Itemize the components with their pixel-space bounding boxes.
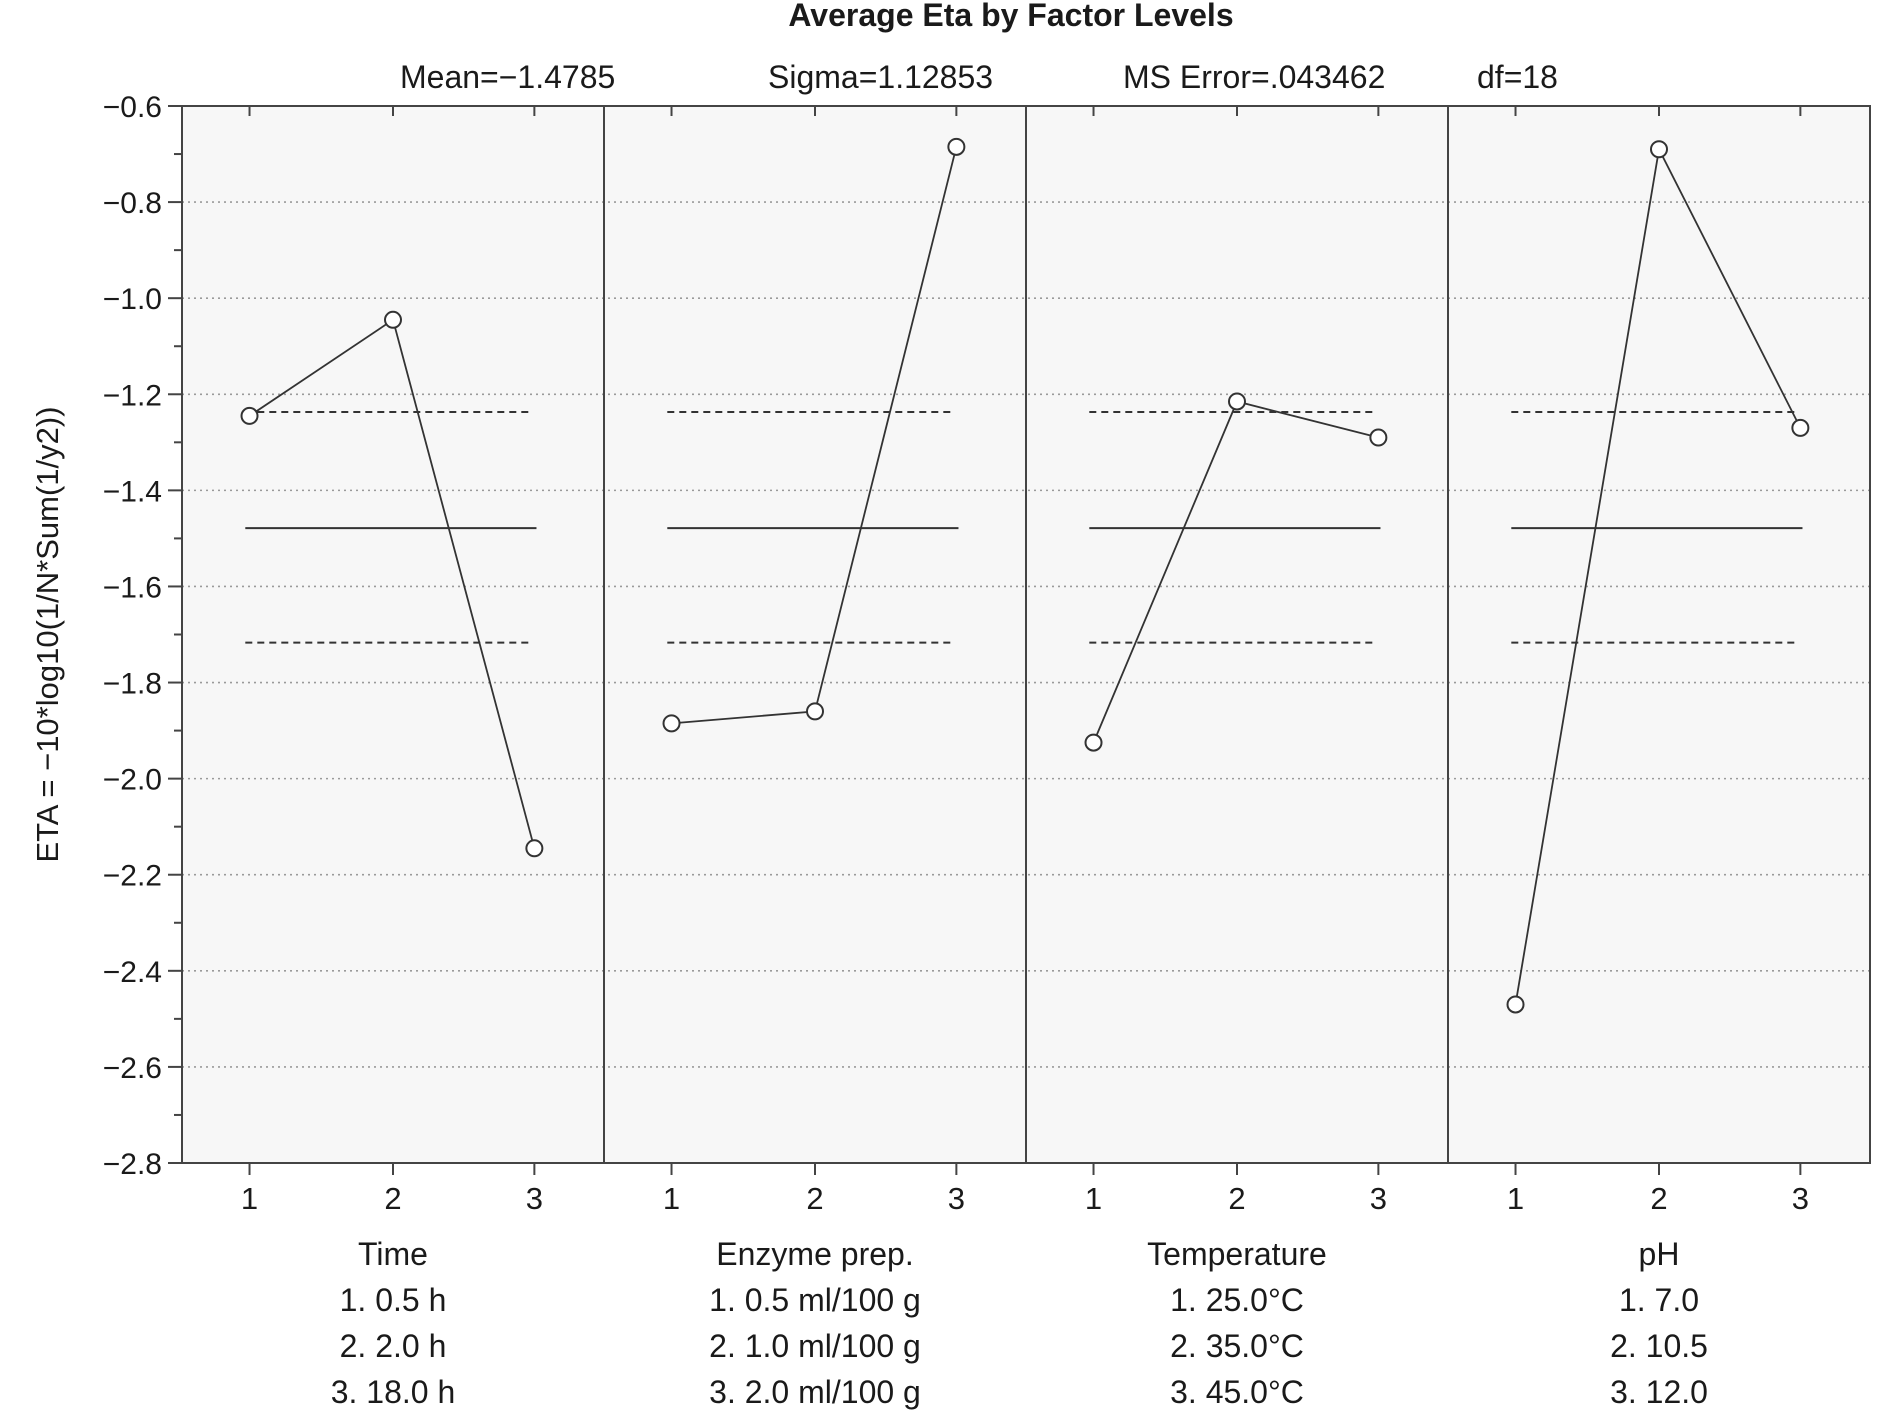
y-tick-label: −2.0 bbox=[103, 764, 162, 797]
y-tick-label: −2.2 bbox=[103, 860, 162, 893]
data-point-temperature-2 bbox=[1228, 392, 1246, 411]
y-tick-label: −1.8 bbox=[103, 668, 162, 701]
data-point-time-3 bbox=[525, 839, 544, 858]
data-point-temperature-1 bbox=[1084, 733, 1103, 752]
y-tick-label: −1.0 bbox=[103, 283, 162, 316]
x-tick-label: 3 bbox=[1792, 1181, 1809, 1216]
level-legend-enzyme-prep-1: 1. 0.5 ml/100 g bbox=[709, 1282, 921, 1318]
data-point-time-1 bbox=[240, 406, 259, 425]
stat-sigma: Sigma=1.12853 bbox=[768, 59, 993, 95]
level-legend-ph-1: 1. 7.0 bbox=[1619, 1282, 1699, 1318]
data-point-ph-3 bbox=[1791, 418, 1810, 437]
x-tick-label: 3 bbox=[526, 1181, 543, 1216]
y-axis-label: ETA = −10*log10(1/N*Sum(1/y2)) bbox=[30, 406, 65, 862]
level-legend-time-2: 2. 2.0 h bbox=[340, 1328, 447, 1364]
x-tick-label: 1 bbox=[241, 1181, 258, 1216]
level-legend-temperature-1: 1. 25.0°C bbox=[1170, 1282, 1304, 1318]
stat-ms-error: MS Error=.043462 bbox=[1123, 59, 1385, 95]
level-legend-ph-2: 2. 10.5 bbox=[1610, 1328, 1708, 1364]
data-point-enzyme-prep-1 bbox=[662, 714, 681, 733]
factor-name-time: Time bbox=[358, 1236, 428, 1272]
x-tick-label: 2 bbox=[1228, 1181, 1245, 1216]
level-legend-temperature-2: 2. 35.0°C bbox=[1170, 1328, 1304, 1364]
y-tick-label: −1.6 bbox=[103, 571, 162, 604]
y-tick-label: −1.2 bbox=[103, 379, 162, 412]
x-tick-label: 2 bbox=[806, 1181, 823, 1216]
data-point-enzyme-prep-3 bbox=[947, 137, 966, 156]
data-point-temperature-3 bbox=[1369, 428, 1388, 447]
level-legend-enzyme-prep-2: 2. 1.0 ml/100 g bbox=[709, 1328, 921, 1364]
factor-name-temperature: Temperature bbox=[1147, 1236, 1327, 1272]
factor-name-enzyme-prep: Enzyme prep. bbox=[716, 1236, 913, 1272]
x-tick-label: 1 bbox=[1507, 1181, 1524, 1216]
y-tick-label: −2.4 bbox=[103, 956, 162, 989]
x-tick-label: 1 bbox=[663, 1181, 680, 1216]
y-tick-label: −2.6 bbox=[103, 1052, 162, 1085]
y-tick-label: −2.8 bbox=[103, 1148, 162, 1181]
level-legend-time-1: 1. 0.5 h bbox=[340, 1282, 447, 1318]
level-legend-temperature-3: 3. 45.0°C bbox=[1170, 1374, 1304, 1410]
x-tick-label: 3 bbox=[1370, 1181, 1387, 1216]
x-tick-label: 3 bbox=[948, 1181, 965, 1216]
x-tick-label: 1 bbox=[1085, 1181, 1102, 1216]
stat-mean: Mean=−1.4785 bbox=[400, 59, 615, 95]
x-tick-label: 2 bbox=[1650, 1181, 1667, 1216]
x-tick-label: 2 bbox=[384, 1181, 401, 1216]
level-legend-enzyme-prep-3: 3. 2.0 ml/100 g bbox=[709, 1374, 921, 1410]
factor-name-ph: pH bbox=[1639, 1236, 1680, 1272]
y-tick-label: −0.8 bbox=[103, 187, 162, 220]
level-legend-ph-3: 3. 12.0 bbox=[1610, 1374, 1708, 1410]
y-tick-label: −1.4 bbox=[103, 475, 162, 508]
data-point-ph-1 bbox=[1506, 995, 1525, 1014]
level-legend-time-3: 3. 18.0 h bbox=[331, 1374, 456, 1410]
stat-df: df=18 bbox=[1477, 59, 1558, 95]
data-point-enzyme-prep-2 bbox=[806, 702, 824, 721]
chart-title: Average Eta by Factor Levels bbox=[788, 0, 1233, 33]
y-tick-label: −0.6 bbox=[103, 91, 162, 124]
data-point-time-2 bbox=[384, 310, 402, 329]
data-point-ph-2 bbox=[1650, 140, 1668, 159]
